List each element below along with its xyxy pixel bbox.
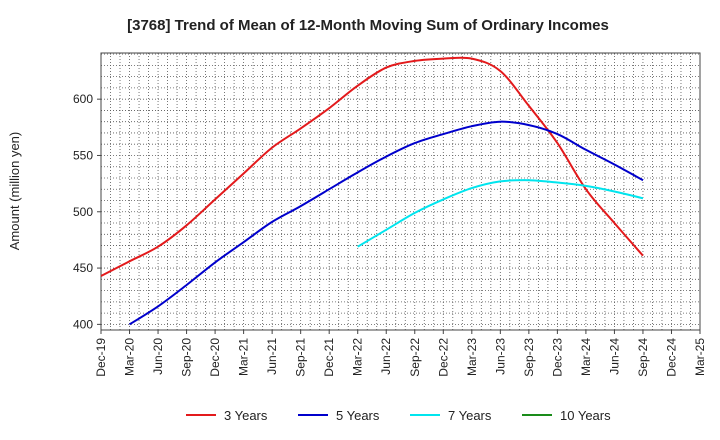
x-tick-label: Dec-24 bbox=[664, 338, 678, 377]
x-tick-label: Dec-19 bbox=[94, 338, 108, 377]
x-tick-label: Mar-24 bbox=[579, 338, 593, 376]
series-line-7-years bbox=[357, 179, 644, 248]
x-tick-label: Sep-21 bbox=[294, 338, 308, 377]
x-tick-label: Mar-25 bbox=[693, 338, 707, 376]
y-tick-label: 600 bbox=[73, 92, 93, 106]
x-tick-label: Jun-24 bbox=[607, 338, 621, 375]
x-tick-label: Dec-20 bbox=[208, 338, 222, 377]
legend-label-3-years: 3 Years bbox=[224, 408, 268, 423]
x-tick-label: Mar-21 bbox=[237, 338, 251, 376]
x-tick-label: Jun-23 bbox=[493, 338, 507, 375]
legend: 3 Years 5 Years 7 Years 10 Years bbox=[186, 408, 611, 423]
x-tick-label: Jun-20 bbox=[151, 338, 165, 375]
y-tick-label: 400 bbox=[73, 317, 93, 331]
x-tick-label: Sep-20 bbox=[180, 338, 194, 377]
y-tick-label: 450 bbox=[73, 261, 93, 275]
x-tick-label: Mar-23 bbox=[465, 338, 479, 376]
x-tick-label: Jun-21 bbox=[265, 338, 279, 375]
series-line-5-years bbox=[128, 120, 644, 326]
x-tick-label: Sep-22 bbox=[408, 338, 422, 377]
x-tick-label: Dec-22 bbox=[436, 338, 450, 377]
plot-area: 400 450 500 550 600 Dec-19 Mar-20 Jun-20 Sep-20 D… bbox=[73, 52, 707, 377]
chart-title: [3768] Trend of Mean of 12-Month Moving … bbox=[127, 17, 609, 34]
y-tick-label: 500 bbox=[73, 205, 93, 219]
x-tick-label: Dec-21 bbox=[322, 338, 336, 377]
x-tick-label: Sep-23 bbox=[522, 338, 536, 377]
x-tick-label: Mar-20 bbox=[123, 338, 137, 376]
x-tick-label: Dec-23 bbox=[550, 338, 564, 377]
plot-frame bbox=[100, 52, 701, 331]
legend-label-10-years: 10 Years bbox=[560, 408, 611, 423]
legend-label-7-years: 7 Years bbox=[448, 408, 492, 423]
x-tick-label: Mar-22 bbox=[351, 338, 365, 376]
series-line-3-years bbox=[100, 56, 644, 277]
y-axis-label: Amount (million yen) bbox=[7, 132, 22, 251]
x-tick-label: Jun-22 bbox=[379, 338, 393, 375]
legend-label-5-years: 5 Years bbox=[336, 408, 380, 423]
x-tick-label: Sep-24 bbox=[636, 338, 650, 377]
y-tick-label: 550 bbox=[73, 148, 93, 162]
